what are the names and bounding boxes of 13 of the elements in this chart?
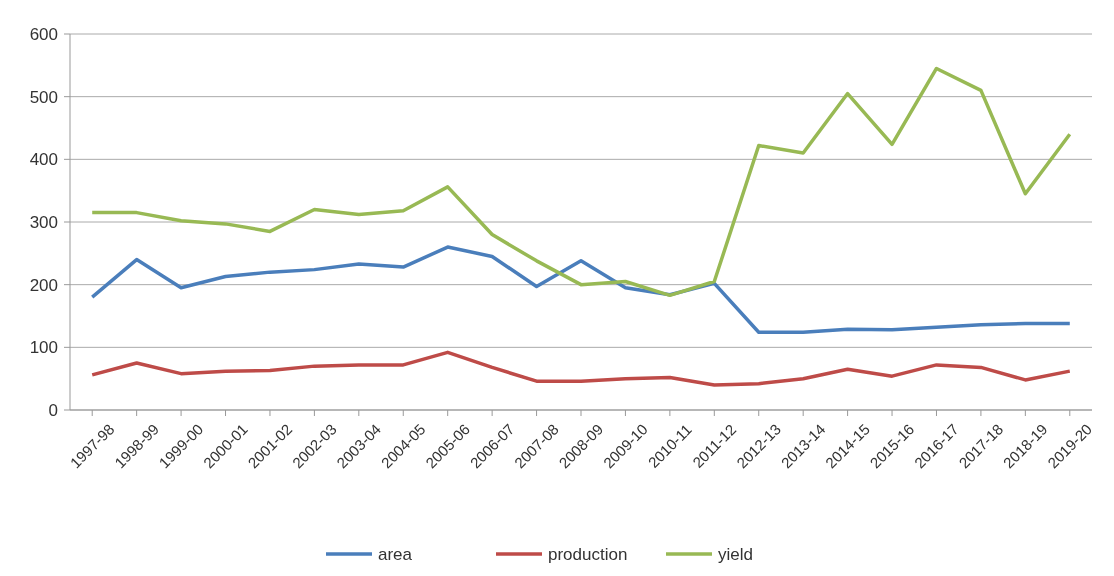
line-series: [90, 66, 1072, 298]
legend-label: production: [548, 544, 628, 564]
legend-label: area: [378, 544, 413, 564]
line-series: [90, 245, 1072, 335]
y-tick-label: 300: [29, 212, 58, 232]
y-tick-label: 200: [29, 275, 58, 295]
y-tick-label: 100: [29, 338, 58, 358]
line-series: [90, 350, 1072, 387]
y-tick-label: 400: [29, 150, 58, 170]
legend-label: yield: [718, 544, 753, 564]
y-tick-label: 600: [29, 24, 58, 44]
y-tick-label: 0: [48, 400, 58, 420]
y-tick-label: 500: [29, 87, 58, 107]
